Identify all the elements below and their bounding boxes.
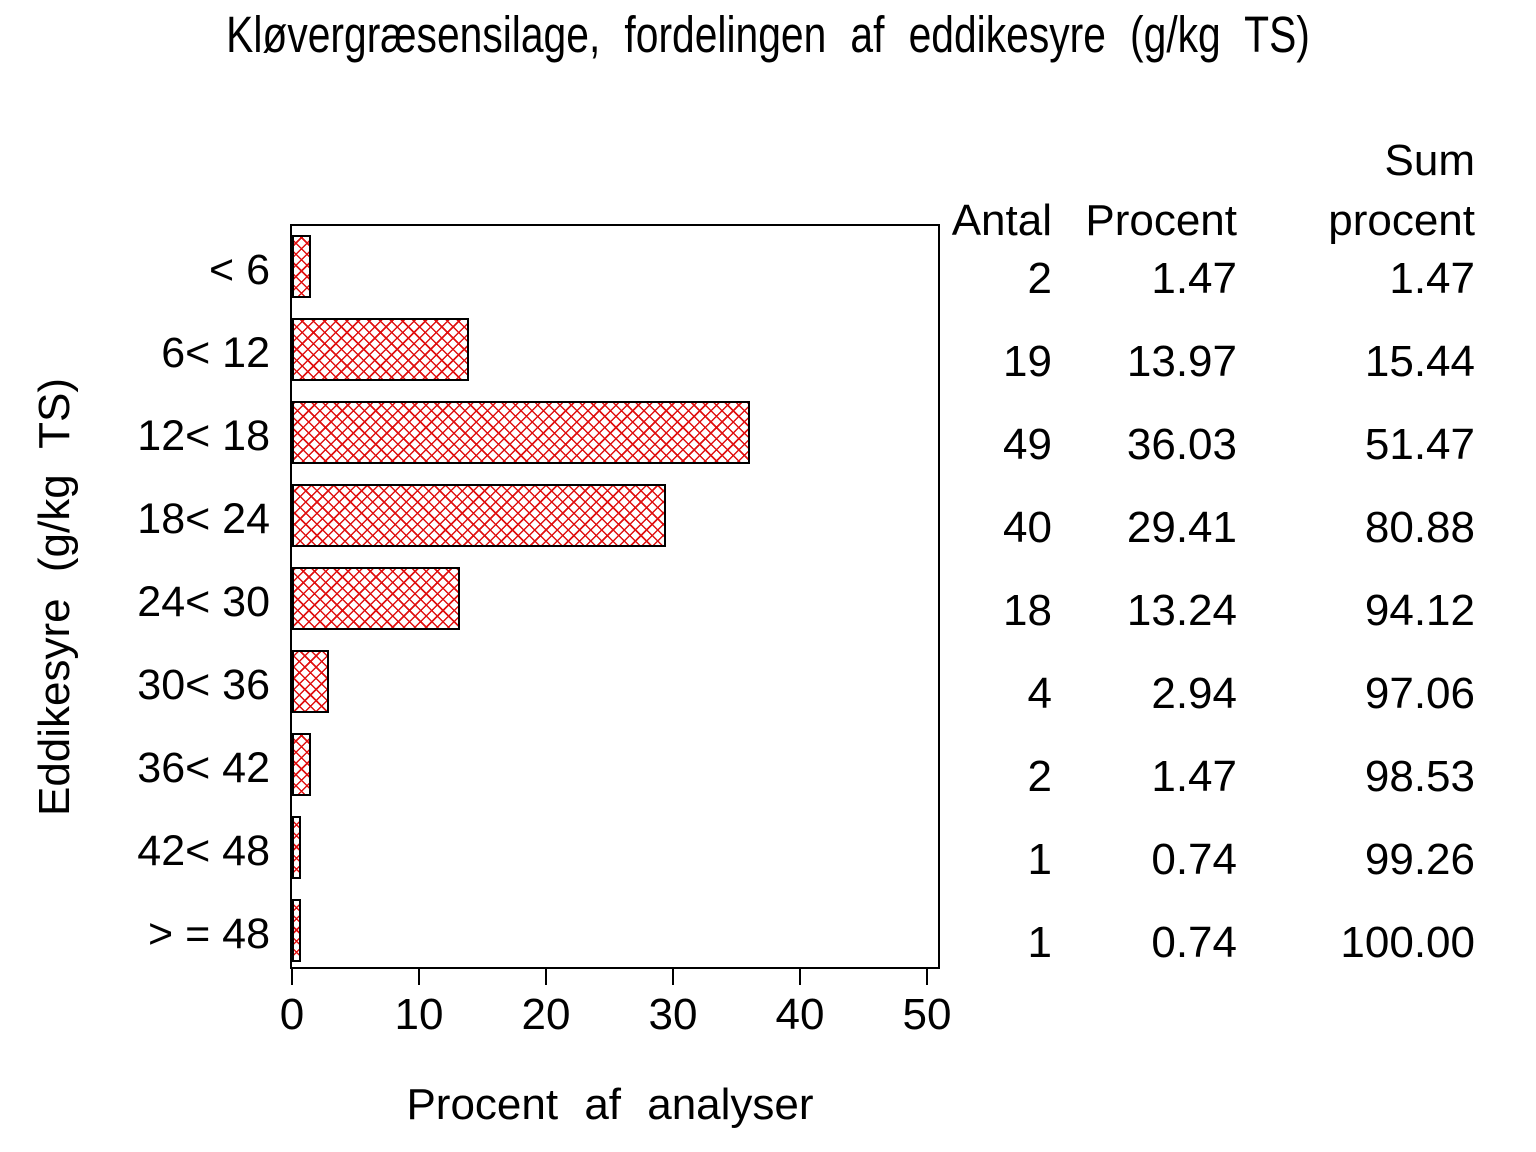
category-label: 12< 18: [137, 412, 270, 460]
bar-18< 24: [292, 484, 666, 547]
table-cell-sum: 99.26: [1364, 835, 1475, 884]
table-cell-sum: 100.00: [1340, 918, 1475, 967]
bar-42< 48: [292, 816, 301, 879]
x-tick-label: 50: [902, 990, 952, 1039]
bar-6< 12: [292, 318, 469, 381]
table-cell-antal: 1: [1027, 835, 1052, 884]
table-cell-procent: 0.74: [1151, 918, 1237, 967]
category-label: 24< 30: [137, 578, 270, 626]
bar-36< 42: [292, 733, 311, 796]
table-cell-antal: 4: [1027, 669, 1052, 718]
bar-24< 30: [292, 567, 460, 630]
bar-30< 36: [292, 650, 329, 713]
category-label: 42< 48: [137, 827, 270, 875]
x-tick-mark: [672, 969, 674, 985]
table-cell-sum: 94.12: [1364, 586, 1475, 635]
category-label: 6< 12: [161, 329, 270, 377]
x-tick-mark: [799, 969, 801, 985]
table-cell-procent: 29.41: [1126, 503, 1237, 552]
table-header-procent: Procent: [1085, 196, 1237, 245]
category-label: 36< 42: [137, 744, 270, 792]
table-cell-antal: 40: [1003, 503, 1052, 552]
table-cell-antal: 19: [1003, 337, 1052, 386]
x-tick-mark: [418, 969, 420, 985]
table-header-sum-line1: Sum: [1384, 136, 1475, 185]
table-header-antal: Antal: [951, 196, 1052, 245]
bar-12< 18: [292, 401, 750, 464]
table-cell-procent: 36.03: [1126, 420, 1237, 469]
x-tick-label: 40: [775, 990, 825, 1039]
table-cell-procent: 2.94: [1151, 669, 1237, 718]
x-axis-title: Procent af analyser: [406, 1080, 814, 1129]
table-cell-procent: 13.97: [1126, 337, 1237, 386]
x-tick-label: 0: [279, 990, 305, 1039]
x-tick-mark: [926, 969, 928, 985]
table-cell-antal: 1: [1027, 918, 1052, 967]
table-cell-sum: 80.88: [1364, 503, 1475, 552]
x-tick-label: 10: [394, 990, 444, 1039]
table-cell-antal: 2: [1027, 254, 1052, 303]
table-cell-sum: 1.47: [1389, 254, 1475, 303]
category-label: < 6: [209, 246, 270, 294]
table-cell-sum: 97.06: [1364, 669, 1475, 718]
table-cell-procent: 0.74: [1151, 835, 1237, 884]
plot-area: [290, 224, 940, 969]
table-cell-sum: 15.44: [1364, 337, 1475, 386]
x-tick-label: 20: [521, 990, 571, 1039]
table-header-sum-line2: procent: [1328, 196, 1475, 245]
category-label: > = 48: [148, 910, 270, 958]
table-cell-procent: 13.24: [1126, 586, 1237, 635]
bar-< 6: [292, 235, 311, 298]
table-cell-procent: 1.47: [1151, 752, 1237, 801]
table-cell-procent: 1.47: [1151, 254, 1237, 303]
y-axis-title: Eddikesyre (g/kg TS): [30, 378, 79, 817]
x-tick-mark: [291, 969, 293, 985]
table-cell-sum: 51.47: [1364, 420, 1475, 469]
x-tick-mark: [545, 969, 547, 985]
table-cell-antal: 49: [1003, 420, 1052, 469]
category-label: 18< 24: [137, 495, 270, 543]
table-cell-antal: 18: [1003, 586, 1052, 635]
table-cell-antal: 2: [1027, 752, 1052, 801]
table-cell-sum: 98.53: [1364, 752, 1475, 801]
chart-title: Kløvergræsensilage, fordelingen af eddik…: [226, 6, 1310, 63]
x-tick-label: 30: [648, 990, 698, 1039]
category-label: 30< 36: [137, 661, 270, 709]
bar-> = 48: [292, 899, 301, 962]
